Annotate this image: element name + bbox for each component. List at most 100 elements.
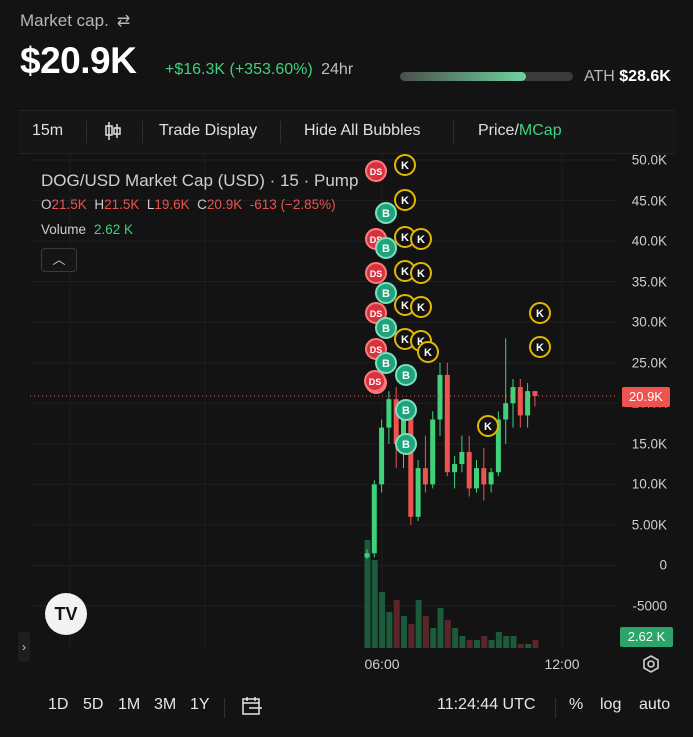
trade-bubble-k[interactable]: K bbox=[529, 302, 551, 324]
calendar-range-icon[interactable] bbox=[241, 696, 263, 721]
chevron-up-icon[interactable]: ︿ bbox=[41, 248, 77, 272]
svg-text:K: K bbox=[417, 234, 425, 246]
volume-bar bbox=[452, 628, 459, 648]
volume-bar bbox=[474, 640, 480, 648]
candlestick-icon[interactable] bbox=[104, 111, 122, 153]
last-price-badge: 20.9K bbox=[622, 387, 670, 407]
bottom-divider bbox=[555, 698, 556, 718]
price-tick-label: 25.0K bbox=[631, 355, 667, 371]
price-tick-label: 50.0K bbox=[631, 152, 667, 168]
trade-bubble-b[interactable]: B bbox=[395, 364, 417, 386]
range-3m[interactable]: 3M bbox=[154, 696, 177, 713]
clock-time[interactable]: 11:24:44 UTC bbox=[437, 696, 536, 713]
volume-bar bbox=[437, 608, 444, 648]
high-label: H bbox=[94, 197, 105, 212]
trade-bubble-k[interactable]: K bbox=[477, 415, 499, 437]
trade-display-button[interactable]: Trade Display bbox=[159, 122, 258, 139]
price-tick-label: 5.00K bbox=[631, 517, 667, 533]
price-mcap-toggle[interactable]: Price/MCap bbox=[478, 111, 562, 153]
swap-icon[interactable]: ⇄ bbox=[116, 13, 131, 30]
ath-progress-fill bbox=[400, 72, 527, 81]
ath-display: ATH $28.6K bbox=[584, 68, 671, 86]
price-chart[interactable]: DSDSDSDSDSDSDSBBBBBKKKKKKKKKKKBBBKKK bbox=[30, 153, 618, 648]
tradingview-logo[interactable]: TV bbox=[45, 593, 87, 635]
candle-body bbox=[401, 411, 406, 444]
svg-text:B: B bbox=[382, 288, 390, 300]
range-1y[interactable]: 1Y bbox=[190, 696, 210, 713]
svg-text:K: K bbox=[401, 160, 409, 172]
svg-text:K: K bbox=[401, 266, 409, 278]
chart-legend-title: DOG/USD Market Cap (USD) · 15 · Pump bbox=[41, 171, 359, 190]
interval-button[interactable]: 15m bbox=[32, 122, 64, 139]
volume-value: 2.62 K bbox=[94, 222, 134, 237]
trade-bubble-k[interactable]: K bbox=[410, 296, 432, 318]
settings-icon[interactable] bbox=[641, 654, 661, 679]
market-cap-label: Market cap. bbox=[20, 11, 109, 30]
hide-bubbles-button[interactable]: Hide All Bubbles bbox=[304, 122, 421, 139]
trade-bubble-b[interactable]: B bbox=[395, 399, 417, 421]
trade-bubble-k[interactable]: K bbox=[410, 262, 432, 284]
svg-text:K: K bbox=[536, 308, 544, 320]
volume-legend: Volume 2.62 K bbox=[41, 222, 133, 237]
svg-text:B: B bbox=[382, 208, 390, 220]
volume-bar bbox=[481, 636, 488, 648]
trade-bubble-ds[interactable]: DS bbox=[365, 302, 387, 324]
trade-bubble-k[interactable]: K bbox=[529, 336, 551, 358]
volume-bar bbox=[510, 636, 517, 648]
candle-body bbox=[510, 387, 516, 404]
trade-bubble-ds[interactable]: DS bbox=[364, 370, 386, 392]
candle-body bbox=[364, 553, 370, 558]
candle-body bbox=[488, 472, 494, 485]
volume-bar bbox=[495, 632, 502, 648]
candle-body bbox=[525, 391, 531, 416]
trade-bubble-b[interactable]: B bbox=[375, 202, 397, 224]
trade-bubble-k[interactable]: K bbox=[394, 189, 416, 211]
trade-bubble-b[interactable]: B bbox=[375, 237, 397, 259]
market-cap-label-row[interactable]: Market cap. ⇄ bbox=[20, 11, 130, 31]
trade-bubble-b[interactable]: B bbox=[375, 317, 397, 339]
trade-bubble-k[interactable]: K bbox=[410, 228, 432, 250]
market-cap-value: $20.9K bbox=[20, 40, 137, 81]
bottom-toolbar: 1D 5D 1M 3M 1Y 11:24:44 UTC % log auto bbox=[0, 690, 693, 724]
trade-bubble-k[interactable]: K bbox=[417, 341, 439, 363]
range-5d[interactable]: 5D bbox=[83, 696, 104, 713]
volume-bar bbox=[386, 612, 393, 648]
log-toggle[interactable]: log bbox=[600, 696, 622, 713]
volume-bar bbox=[444, 620, 451, 648]
trade-bubble-b[interactable]: B bbox=[375, 282, 397, 304]
price-tick-label: 0 bbox=[659, 557, 667, 573]
range-1m[interactable]: 1M bbox=[118, 696, 141, 713]
price-tick-label: 30.0K bbox=[631, 314, 667, 330]
open-label: O bbox=[41, 197, 52, 212]
price-tick-label: 40.0K bbox=[631, 233, 667, 249]
trade-bubble-k[interactable]: K bbox=[394, 226, 416, 248]
candle-body bbox=[430, 419, 436, 485]
toolbar-divider bbox=[453, 121, 454, 143]
trade-bubble-b[interactable]: B bbox=[395, 433, 417, 455]
percent-toggle[interactable]: % bbox=[569, 696, 584, 713]
chart-canvas[interactable]: DSDSDSDSDSDSDSBBBBBKKKKKKKKKKKBBBKKK bbox=[30, 153, 618, 648]
trade-bubble-k[interactable]: K bbox=[394, 294, 416, 316]
price-change-period: 24hr bbox=[321, 61, 354, 78]
svg-text:B: B bbox=[382, 323, 390, 335]
trade-bubble-ds[interactable]: DS bbox=[365, 262, 387, 284]
volume-bar bbox=[503, 636, 510, 648]
volume-bar bbox=[488, 640, 495, 648]
price-tick-label: 10.0K bbox=[631, 476, 667, 492]
svg-text:K: K bbox=[401, 334, 409, 346]
auto-toggle[interactable]: auto bbox=[639, 696, 671, 713]
volume-badge: 2.62 K bbox=[620, 627, 673, 647]
trade-bubble-ds[interactable]: DS bbox=[365, 160, 387, 182]
time-axis[interactable]: 06:00 12:00 bbox=[30, 652, 618, 674]
candle-body bbox=[532, 391, 538, 396]
trade-bubble-b[interactable]: B bbox=[375, 352, 397, 374]
candle-body bbox=[371, 484, 377, 554]
volume-bar bbox=[371, 560, 378, 648]
price-tick-label: 15.0K bbox=[631, 436, 667, 452]
time-label: 12:00 bbox=[544, 656, 580, 672]
toolbar-divider bbox=[86, 121, 87, 143]
range-1d[interactable]: 1D bbox=[48, 696, 69, 713]
trade-bubble-k[interactable]: K bbox=[394, 154, 416, 176]
chevron-right-icon[interactable]: › bbox=[18, 632, 30, 662]
candle-body bbox=[444, 374, 450, 473]
